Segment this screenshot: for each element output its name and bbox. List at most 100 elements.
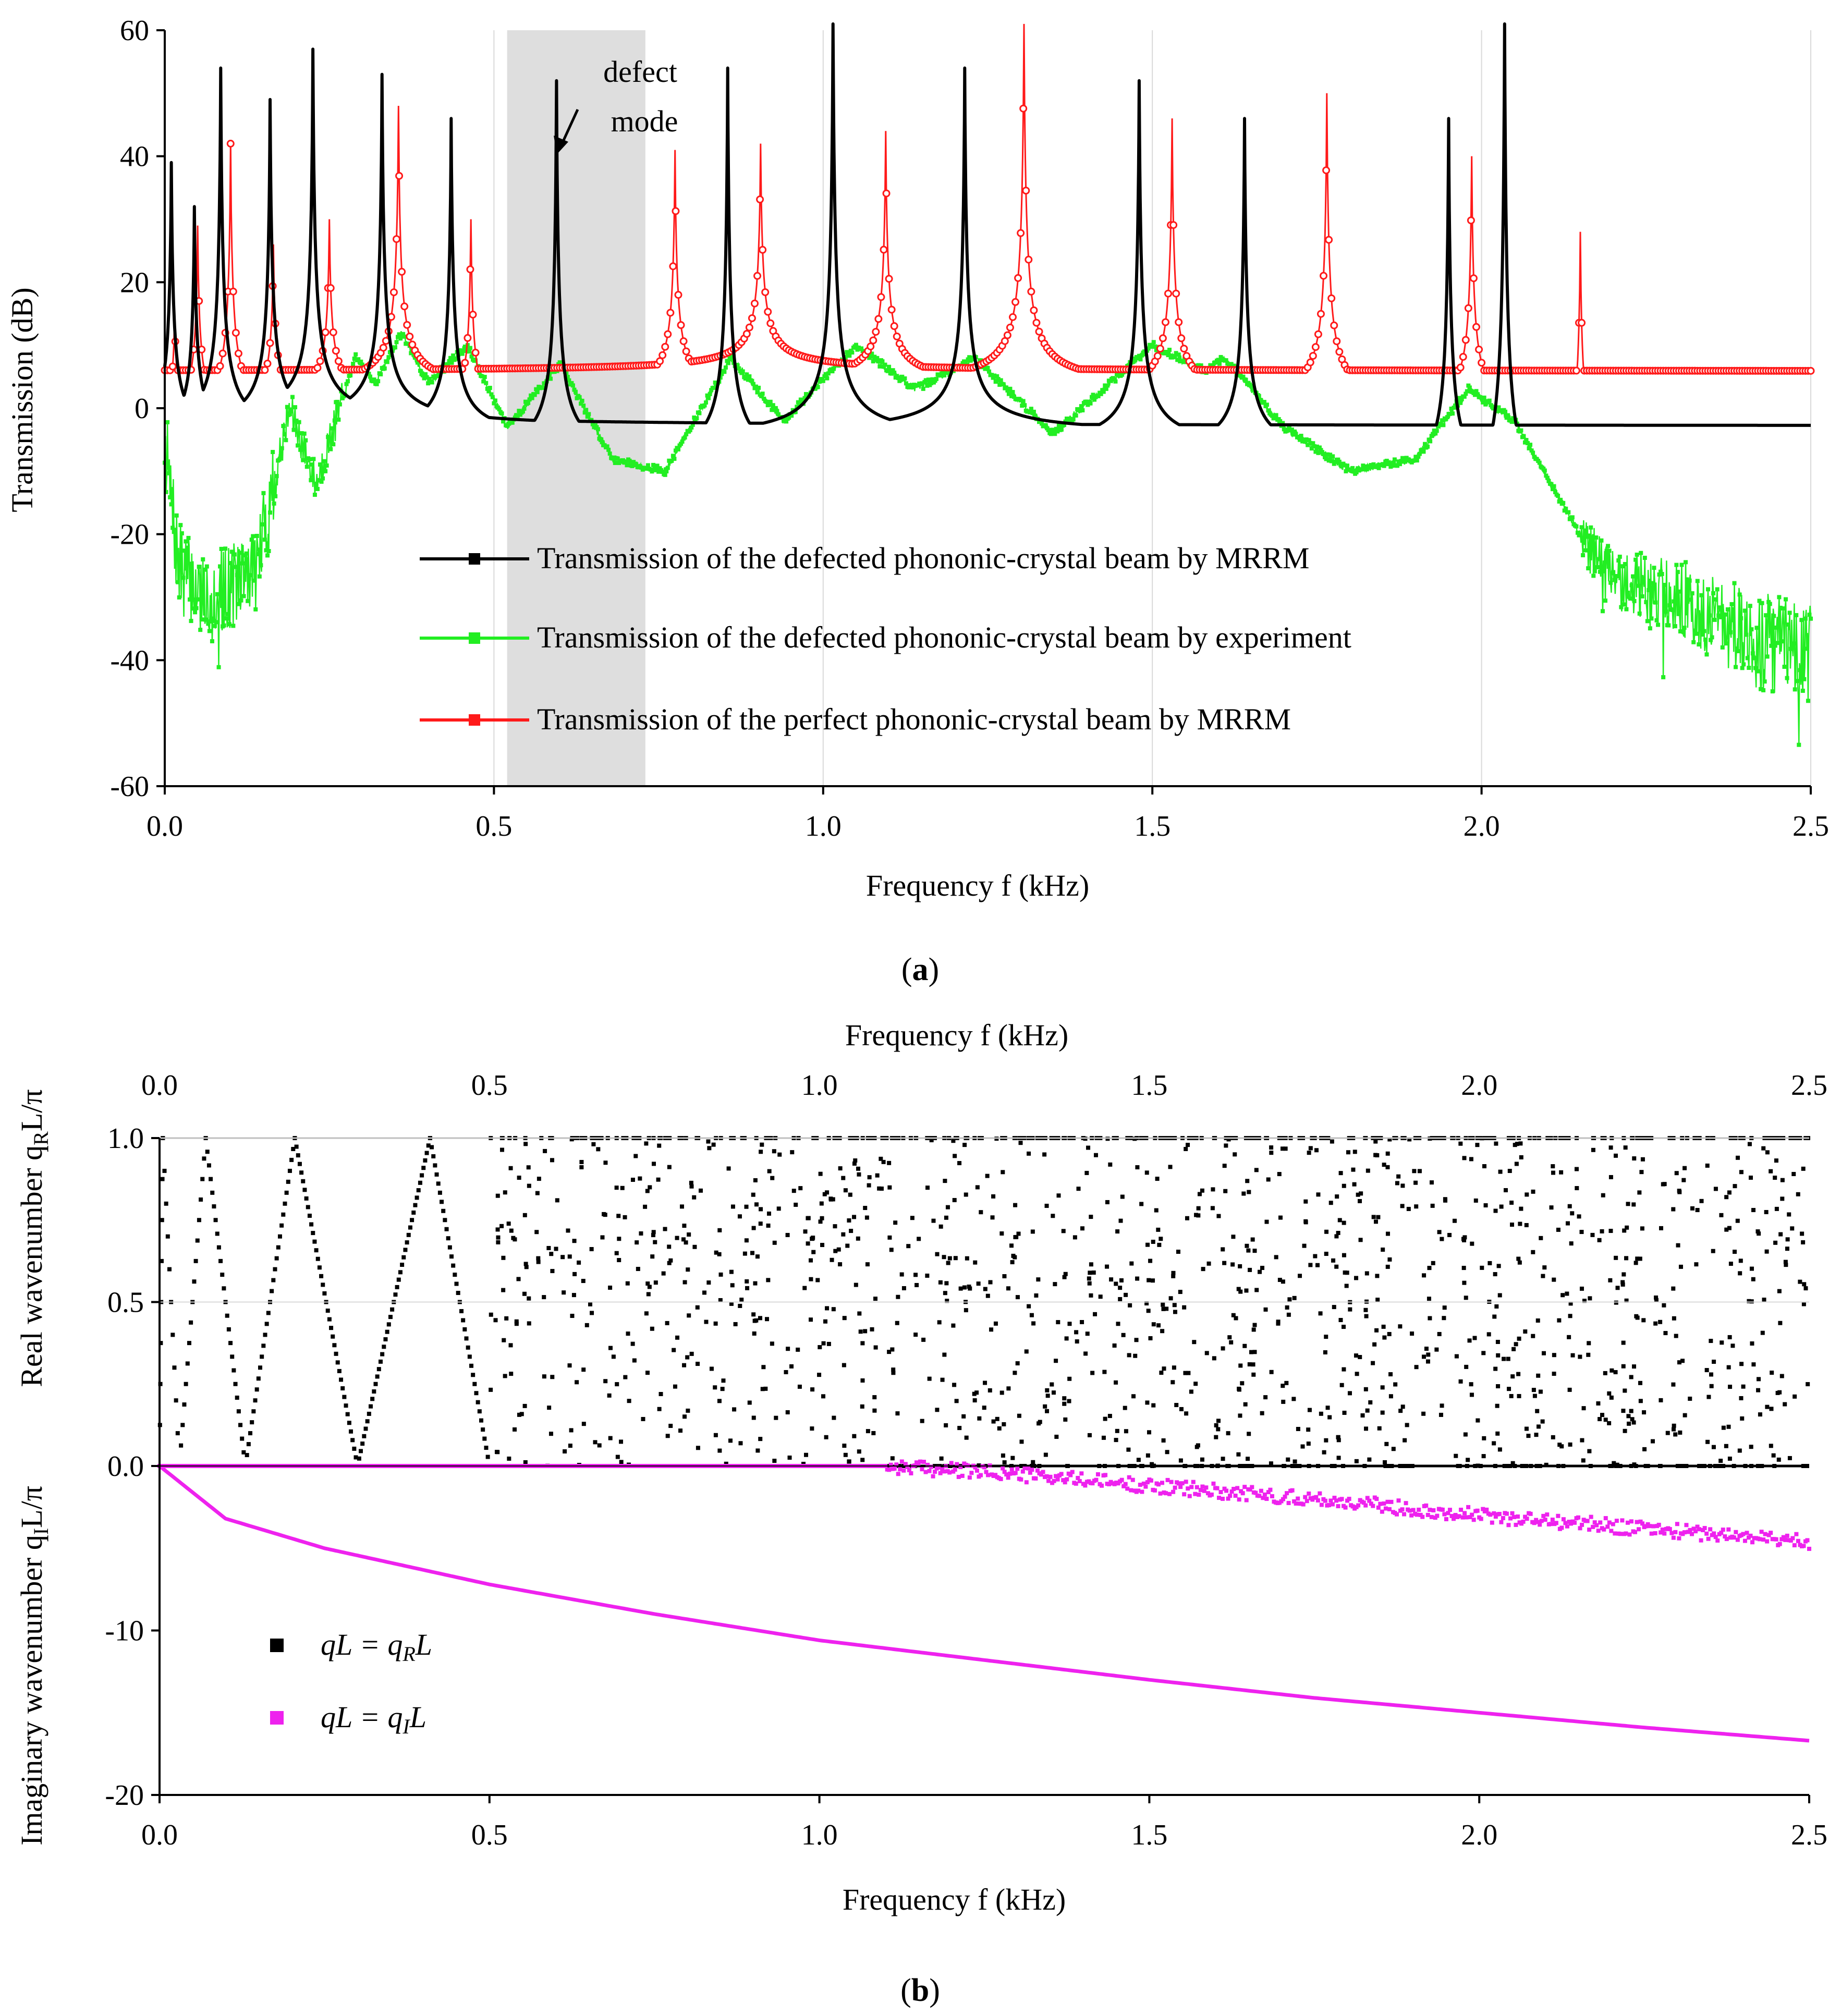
experiment-point	[832, 366, 836, 371]
real-wavenumber-point	[1206, 1261, 1211, 1266]
experiment-point	[209, 619, 213, 624]
imag-wavenumber-point	[1187, 1494, 1192, 1498]
experiment-point	[210, 639, 214, 643]
real-wavenumber-point	[299, 1170, 304, 1175]
real-wavenumber-point	[301, 1179, 306, 1183]
experiment-point	[1737, 592, 1742, 597]
real-wavenumber-point	[1145, 1400, 1150, 1405]
real-wavenumber-point	[1387, 1137, 1392, 1142]
imag-wavenumber-point	[1125, 1486, 1130, 1491]
real-wavenumber-point	[1623, 1388, 1627, 1393]
real-wavenumber-point	[777, 1152, 782, 1157]
experiment-point	[1211, 363, 1215, 368]
experiment-point	[1611, 570, 1616, 575]
real-wavenumber-point	[1764, 1209, 1769, 1214]
experiment-point	[1312, 444, 1316, 449]
real-wavenumber-point	[398, 1270, 403, 1275]
real-wavenumber-point	[1238, 1264, 1242, 1268]
imag-wavenumber-point	[1326, 1503, 1331, 1508]
real-wavenumber-point	[1230, 1262, 1235, 1267]
real-wavenumber-point	[1488, 1261, 1492, 1265]
experiment-point	[720, 372, 724, 376]
experiment-point	[1757, 598, 1762, 603]
experiment-point	[645, 463, 650, 468]
real-wavenumber-point	[1609, 1395, 1614, 1400]
real-wavenumber-point	[1298, 1274, 1302, 1278]
real-wavenumber-point	[516, 1277, 521, 1281]
experiment-point	[1579, 525, 1584, 530]
real-wavenumber-point	[1632, 1156, 1637, 1161]
panel-b-caption-letter: b	[911, 1973, 929, 2008]
real-wavenumber-point	[1164, 1306, 1169, 1311]
real-wavenumber-point	[1124, 1429, 1128, 1434]
experiment-point	[1678, 629, 1682, 634]
experiment-point	[963, 360, 968, 364]
real-wavenumber-point	[1168, 1165, 1173, 1169]
experiment-point	[934, 376, 939, 381]
perfect-mrrm-point	[1316, 310, 1325, 318]
experiment-point	[1101, 389, 1106, 394]
imag-wavenumber-point	[936, 1465, 941, 1470]
experiment-point	[1674, 563, 1679, 567]
perfect-mrrm-point	[766, 319, 775, 327]
legend-entry-imag-wavenumber: qL = qIL	[270, 1700, 426, 1738]
real-wavenumber-point	[279, 1223, 284, 1228]
panel-b-caption-open: (	[900, 1973, 911, 2008]
real-wavenumber-point	[1093, 1312, 1098, 1316]
series-perfect-mrrm-markers	[161, 104, 1815, 375]
experiment-point	[802, 396, 807, 400]
real-wavenumber-point	[1134, 1338, 1139, 1342]
real-wavenumber-point	[1473, 1198, 1478, 1203]
imag-wavenumber-point	[1396, 1498, 1401, 1503]
experiment-point	[219, 546, 224, 551]
real-wavenumber-point	[1324, 1438, 1328, 1443]
real-wavenumber-point	[1452, 1218, 1457, 1223]
experiment-point	[1767, 602, 1772, 606]
imag-wavenumber-point	[1506, 1523, 1511, 1528]
experiment-point	[1153, 344, 1157, 349]
experiment-point	[688, 428, 692, 433]
experiment-point	[1642, 556, 1647, 560]
real-wavenumber-point	[522, 1291, 527, 1296]
real-y-label-sub: R	[29, 1131, 53, 1145]
real-wavenumber-point	[484, 1446, 489, 1450]
real-wavenumber-point	[1383, 1460, 1387, 1464]
real-wavenumber-point	[1523, 1329, 1528, 1334]
real-wavenumber-point	[1538, 1389, 1543, 1394]
real-wavenumber-point	[1067, 1322, 1072, 1326]
imag-y-label-tail: L/π	[15, 1486, 48, 1528]
real-wavenumber-point	[1196, 1206, 1201, 1211]
real-wavenumber-point	[1254, 1168, 1259, 1172]
experiment-point	[1299, 434, 1303, 438]
experiment-point	[1078, 408, 1082, 413]
experiment-point	[770, 408, 774, 412]
real-wavenumber-point	[1613, 1370, 1618, 1375]
real-wavenumber-point	[742, 1251, 747, 1256]
real-wavenumber-point	[1387, 1331, 1392, 1336]
experiment-point	[1754, 626, 1759, 630]
experiment-point	[296, 443, 300, 448]
real-wavenumber-point	[1382, 1163, 1386, 1167]
experiment-point	[676, 447, 680, 451]
experiment-point	[168, 495, 173, 499]
real-wavenumber-point	[1375, 1298, 1380, 1302]
experiment-point	[821, 378, 825, 383]
experiment-point	[327, 436, 332, 441]
real-wavenumber-point	[686, 1408, 690, 1413]
real-wavenumber-point	[947, 1256, 952, 1261]
perfect-mrrm-point	[756, 196, 764, 204]
experiment-point	[930, 377, 935, 382]
panel-b-top-x-tick-label-5: 2.5	[1791, 1069, 1827, 1102]
real-wavenumber-point	[1045, 1394, 1050, 1398]
real-wavenumber-point	[1407, 1137, 1412, 1142]
perfect-mrrm-point	[1475, 345, 1483, 353]
experiment-point	[172, 530, 176, 534]
real-wavenumber-point	[264, 1322, 269, 1326]
real-wavenumber-point	[367, 1411, 371, 1416]
real-wavenumber-point	[449, 1254, 454, 1259]
real-wavenumber-point	[245, 1453, 249, 1458]
experiment-point	[943, 371, 948, 375]
real-wavenumber-point	[1396, 1174, 1401, 1179]
experiment-point	[552, 370, 557, 374]
experiment-point	[1329, 459, 1334, 463]
